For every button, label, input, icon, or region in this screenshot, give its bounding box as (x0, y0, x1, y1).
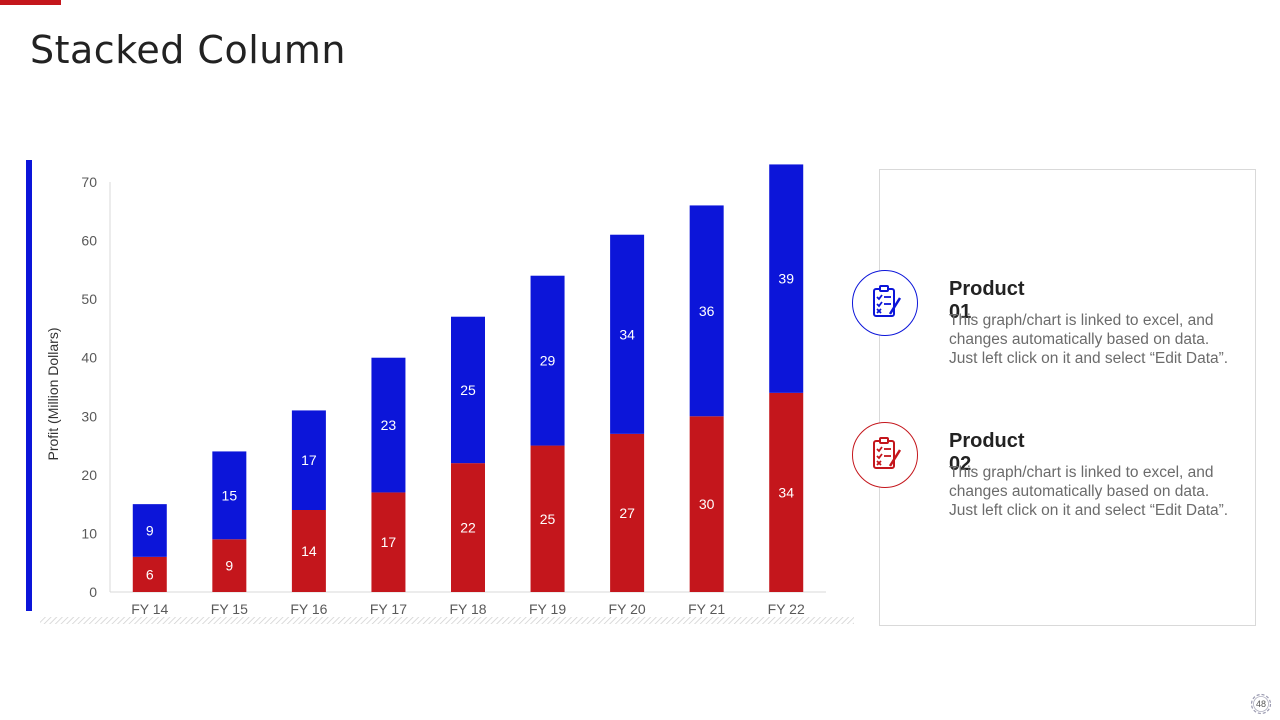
data-label: 9 (225, 558, 233, 574)
x-tick-label: FY 20 (609, 601, 646, 617)
x-tick-label: FY 22 (768, 601, 805, 617)
bar-product-02-fy-20 (610, 433, 645, 592)
legend-title: Product 02 (949, 430, 1025, 475)
legend-title: Product 01 (949, 278, 1025, 323)
legend-description: This graph/chart is linked to excel, and… (949, 463, 1249, 520)
bar-product-02-fy-19 (530, 445, 565, 592)
y-tick-label: 20 (81, 467, 97, 483)
y-tick-label: 0 (89, 584, 97, 600)
y-axis-title: Profit (Million Dollars) (45, 327, 61, 460)
data-label: 25 (460, 382, 476, 398)
bar-product-02-fy-21 (689, 416, 724, 592)
data-label: 25 (540, 511, 556, 527)
bar-product-02-fy-18 (451, 463, 485, 592)
y-tick-label: 10 (81, 525, 97, 541)
data-label: 15 (222, 487, 238, 503)
x-tick-label: FY 15 (211, 601, 248, 617)
legend-panel (879, 169, 1256, 626)
gear-icon (1250, 693, 1272, 715)
page-number-badge: 48 (1248, 691, 1274, 717)
legend-description: This graph/chart is linked to excel, and… (949, 311, 1249, 368)
bar-product-01-fy-20 (610, 234, 645, 434)
data-label: 27 (619, 505, 635, 521)
legend-desc-line: Just left click on it and select “Edit D… (949, 502, 1229, 519)
y-tick-label: 50 (81, 291, 97, 307)
data-label: 30 (699, 496, 715, 512)
bar-product-01-fy-14 (132, 504, 167, 557)
stacked-column-chart: Profit (Million Dollars) 0 10 20 30 40 50 60 70… (40, 164, 854, 624)
data-label: 14 (301, 543, 317, 559)
bar-product-01-fy-21 (689, 205, 724, 417)
legend-desc-line: This graph/chart is linked to excel, and (949, 464, 1214, 481)
x-tick-label: FY 14 (131, 601, 168, 617)
top-accent-bar (0, 0, 61, 5)
page-number: 48 (1255, 699, 1266, 709)
x-tick-label: FY 17 (370, 601, 407, 617)
data-label: 17 (301, 452, 317, 468)
y-tick-label: 40 (81, 350, 97, 366)
bar-product-01-fy-22 (769, 164, 804, 393)
bar-product-01-fy-18 (451, 316, 485, 464)
data-label: 9 (146, 523, 154, 539)
bar-product-01-fy-19 (530, 275, 565, 446)
checklist-icon (852, 422, 918, 488)
chart-floor-hatch (40, 617, 854, 624)
legend-desc-line: changes automatically based on data. (949, 483, 1210, 500)
x-tick-label: FY 16 (290, 601, 327, 617)
bar-product-02-fy-14 (132, 556, 167, 592)
data-label: 22 (460, 520, 476, 536)
bar-product-01-fy-15 (212, 451, 247, 540)
checklist-icon (852, 270, 918, 336)
legend-desc-line: Just left click on it and select “Edit D… (949, 350, 1229, 367)
y-tick-label: 70 (81, 174, 97, 190)
bar-product-02-fy-22 (769, 392, 804, 592)
data-label: 39 (778, 271, 794, 287)
data-label: 34 (778, 484, 794, 500)
bar-product-02-fy-15 (212, 539, 247, 592)
data-label: 36 (699, 303, 715, 319)
legend-desc-line: This graph/chart is linked to excel, and (949, 312, 1214, 329)
data-label: 29 (540, 353, 556, 369)
bar-product-01-fy-16 (291, 410, 326, 510)
y-tick-label: 30 (81, 408, 97, 424)
x-tick-label: FY 21 (688, 601, 725, 617)
x-tick-label: FY 19 (529, 601, 566, 617)
chart-accent-bar (26, 160, 32, 611)
data-label: 17 (381, 534, 397, 550)
data-label: 23 (381, 417, 397, 433)
page-title: Stacked Column (30, 28, 346, 72)
y-tick-label: 60 (81, 233, 97, 249)
bar-product-01-fy-17 (371, 357, 406, 493)
data-label: 34 (619, 326, 635, 342)
x-tick-label: FY 18 (449, 601, 486, 617)
legend-desc-line: changes automatically based on data. (949, 331, 1210, 348)
bar-product-02-fy-16 (291, 510, 326, 592)
data-label: 6 (146, 566, 154, 582)
bar-product-02-fy-17 (371, 492, 406, 592)
